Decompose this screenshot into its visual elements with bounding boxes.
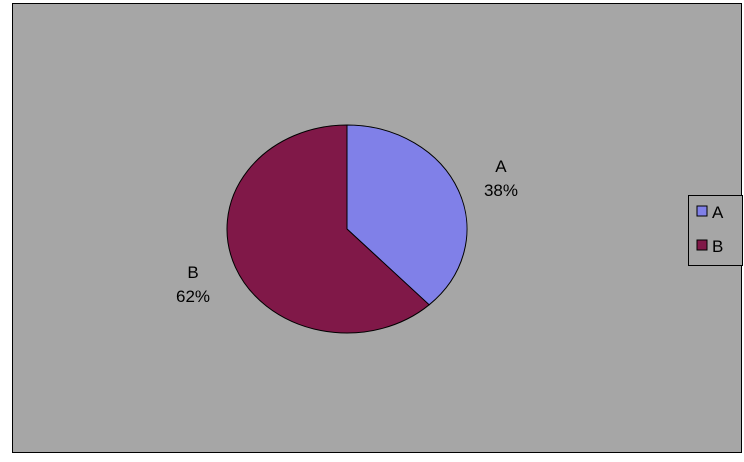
legend-swatch-a bbox=[696, 205, 708, 217]
slice-label-a: A bbox=[495, 157, 507, 176]
slice-percent-b: 62% bbox=[176, 287, 210, 306]
pie-slice-a bbox=[346, 124, 468, 306]
legend-label-b: B bbox=[712, 237, 723, 256]
slice-labels: A 38% B 62% bbox=[176, 157, 518, 306]
slice-percent-a: 38% bbox=[484, 181, 518, 200]
pie-slices bbox=[226, 124, 468, 334]
pie-slice-b bbox=[226, 124, 430, 334]
legend: A B bbox=[688, 195, 743, 266]
slice-label-b: B bbox=[187, 263, 198, 282]
legend-label-a: A bbox=[712, 203, 724, 222]
legend-swatch-b bbox=[696, 239, 708, 251]
